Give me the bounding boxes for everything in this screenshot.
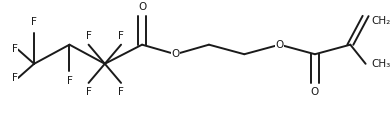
- Text: F: F: [12, 44, 18, 54]
- Text: O: O: [171, 49, 180, 59]
- Text: O: O: [276, 40, 284, 50]
- Text: F: F: [31, 17, 37, 27]
- Text: F: F: [67, 76, 73, 86]
- Text: F: F: [85, 87, 91, 97]
- Text: O: O: [311, 87, 319, 97]
- Text: F: F: [85, 31, 91, 41]
- Text: CH₂: CH₂: [371, 16, 390, 26]
- Text: CH₃: CH₃: [371, 59, 390, 69]
- Text: F: F: [118, 31, 124, 41]
- Text: F: F: [12, 73, 18, 83]
- Text: O: O: [138, 2, 146, 12]
- Text: F: F: [118, 87, 124, 97]
